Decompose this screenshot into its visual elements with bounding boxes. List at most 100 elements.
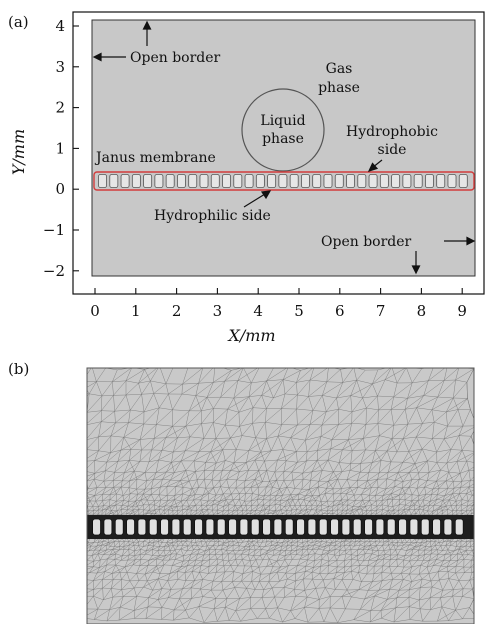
- mesh-row: [87, 548, 474, 557]
- mesh-pore: [182, 518, 192, 536]
- liquid-phase-label-line1: Liquid: [260, 113, 305, 129]
- arrowhead-left-icon: [92, 52, 102, 62]
- membrane-pore: [289, 174, 299, 188]
- mesh-row: [87, 421, 474, 441]
- y-tick-label: −1: [43, 221, 65, 239]
- mesh-row: [87, 478, 474, 490]
- mesh-pore: [386, 518, 396, 536]
- arrowhead-hydrophobic-icon: [367, 162, 379, 172]
- arrowhead-up-icon: [142, 20, 152, 30]
- mesh-pore: [364, 518, 373, 536]
- mesh-pore: [92, 518, 101, 536]
- mesh-panel: [87, 368, 474, 624]
- mesh-frame: [86, 367, 475, 624]
- simulation-domain: [91, 19, 476, 277]
- mesh-row: [87, 571, 474, 583]
- mesh-row: [87, 537, 474, 544]
- membrane-pore: [143, 174, 153, 188]
- hydrophobic-label-line2: side: [378, 142, 407, 158]
- mesh-row: [87, 578, 474, 591]
- mesh-pore: [443, 518, 453, 536]
- membrane-pore: [109, 174, 119, 188]
- mesh-pore: [375, 518, 385, 536]
- mesh-row: [87, 504, 474, 512]
- mesh-pore: [409, 518, 419, 536]
- membrane-pore: [120, 174, 130, 188]
- janus-membrane-label: Janus membrane: [94, 150, 216, 166]
- membrane-pore: [312, 174, 322, 188]
- mesh-row: [87, 564, 474, 575]
- x-tick-label: 2: [172, 302, 182, 320]
- mesh-pore: [262, 518, 271, 536]
- panel-a-axes-frame: [72, 11, 485, 295]
- mesh-pore: [160, 518, 169, 536]
- gas-phase-label-line1: Gas: [326, 61, 353, 77]
- mesh-pore: [307, 518, 317, 536]
- mesh-pore: [352, 518, 362, 536]
- mesh-row: [87, 435, 474, 453]
- membrane-pore: [199, 174, 209, 188]
- mesh-row: [87, 368, 474, 385]
- janus-membrane: [93, 171, 475, 191]
- membrane-pore: [436, 174, 446, 188]
- mesh-row: [87, 553, 474, 562]
- membrane-pore: [379, 174, 389, 188]
- membrane-pore: [301, 174, 310, 188]
- mesh-pore: [398, 518, 407, 536]
- mesh-pore: [420, 518, 430, 536]
- mesh-pore: [432, 518, 441, 536]
- membrane-pore: [402, 174, 412, 188]
- membrane-pore: [244, 174, 254, 188]
- mesh-membrane-pores: [92, 518, 464, 536]
- mesh-row: [87, 544, 474, 552]
- membrane-pore: [357, 174, 367, 188]
- x-axis-label: X/mm: [226, 326, 275, 345]
- x-tick-label: 7: [376, 302, 386, 320]
- mesh-row: [87, 393, 471, 413]
- hydrophobic-label-line1: Hydrophobic: [346, 124, 438, 140]
- x-tick-label: 3: [213, 302, 223, 320]
- arrowhead-down-icon: [411, 265, 421, 275]
- membrane-pore: [233, 174, 243, 188]
- membrane-pore: [346, 174, 355, 188]
- mesh-pore: [216, 518, 226, 536]
- mesh-row: [87, 493, 474, 502]
- membrane-pore: [447, 174, 457, 188]
- membrane-outline: [93, 171, 475, 191]
- mesh-row: [87, 558, 474, 568]
- membrane-pore: [425, 174, 434, 188]
- y-tick-label: 1: [55, 139, 65, 157]
- mesh-background: [87, 368, 474, 624]
- y-tick-label: 3: [55, 58, 65, 76]
- membrane-pore: [458, 174, 468, 188]
- hydrophilic-label: Hydrophilic side: [154, 208, 271, 224]
- mesh-row: [87, 448, 474, 464]
- membrane-pore: [98, 174, 107, 188]
- mesh-pore: [137, 518, 147, 536]
- membrane-pore: [165, 174, 175, 188]
- x-tick-label: 0: [90, 302, 100, 320]
- mesh-pore: [273, 518, 283, 536]
- mesh-row: [87, 459, 474, 474]
- membrane-pore: [334, 174, 344, 188]
- membrane-pore: [154, 174, 164, 188]
- mesh-pore: [103, 518, 113, 536]
- membrane-pore: [278, 174, 288, 188]
- mesh-pore: [454, 518, 464, 536]
- membrane-pore: [188, 174, 198, 188]
- mesh-row: [87, 486, 474, 497]
- y-axis-label: Y/mm: [9, 129, 28, 175]
- mesh-row: [87, 595, 474, 611]
- mesh-pore: [171, 518, 181, 536]
- panel-a-label: (a): [8, 13, 29, 31]
- mesh-pore: [126, 518, 135, 536]
- mesh-pore: [228, 518, 237, 536]
- annotation-arrows: [92, 20, 476, 275]
- membrane-pore: [177, 174, 186, 188]
- arrowhead-right-icon: [466, 236, 476, 246]
- x-axis-ticks: 0 1 2 3 4 5 6 7 8 9: [90, 288, 467, 320]
- y-tick-label: 0: [55, 180, 65, 198]
- mesh-pore: [205, 518, 215, 536]
- membrane-pore: [413, 174, 423, 188]
